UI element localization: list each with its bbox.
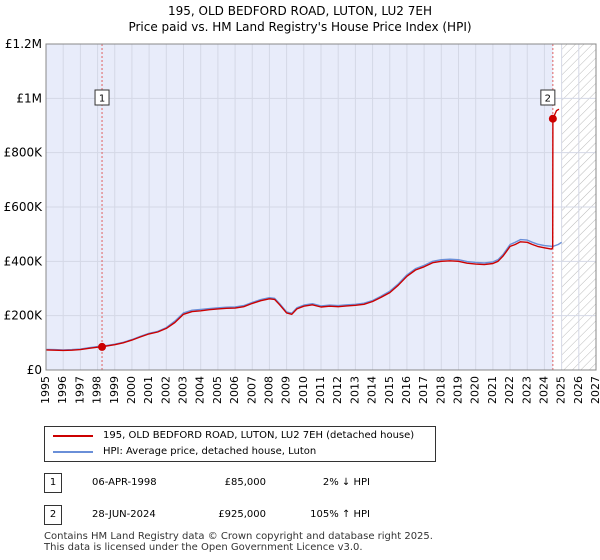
legend-label-hpi: HPI: Average price, detached house, Luto…	[103, 446, 317, 457]
x-tick-label: 2024	[537, 376, 550, 404]
x-tick-label: 2017	[417, 376, 430, 404]
x-tick-label: 2009	[280, 376, 293, 404]
sale-date: 28-JUN-2024	[92, 509, 156, 520]
legend: 195, OLD BEDFORD ROAD, LUTON, LU2 7EH (d…	[44, 426, 436, 462]
x-tick-label: 2027	[589, 376, 600, 404]
sale-hpi-change: 2% ↓ HPI	[322, 477, 370, 488]
chart-title-line2: Price paid vs. HM Land Registry's House …	[128, 20, 472, 34]
x-tick-label: 2000	[125, 376, 138, 404]
x-tick-label: 2005	[211, 376, 224, 404]
x-tick-label: 2015	[383, 376, 396, 404]
x-tick-label: 2013	[348, 376, 361, 404]
y-tick-label: £0	[27, 363, 42, 377]
y-tick-label: £1.2M	[5, 37, 42, 51]
y-tick-label: £200K	[4, 309, 44, 323]
sale-badge: 1	[44, 473, 62, 493]
sale-label-box	[94, 89, 110, 106]
x-tick-label: 1999	[108, 376, 121, 404]
series-line-property	[45, 108, 560, 352]
x-tick-label: 2012	[331, 376, 344, 404]
legend-label-property: 195, OLD BEDFORD ROAD, LUTON, LU2 7EH (d…	[103, 430, 415, 441]
legend-swatch-hpi	[53, 451, 93, 453]
sale-label-box	[540, 89, 556, 106]
sale-date: 06-APR-1998	[92, 477, 157, 488]
plot-border	[45, 43, 597, 371]
footer-licence: This data is licensed under the Open Gov…	[44, 542, 363, 553]
x-tick-label: 1998	[91, 376, 104, 404]
sale-hpi-change: 105% ↑ HPI	[310, 509, 370, 520]
x-tick-label: 2018	[434, 376, 447, 404]
x-tick-label: 2022	[503, 376, 516, 404]
x-tick-label: 1996	[56, 376, 69, 404]
sale-point	[98, 342, 107, 351]
x-tick-label: 2026	[572, 376, 585, 404]
sale-price: £85,000	[224, 477, 266, 488]
sale-point	[548, 114, 557, 123]
y-tick-label: £400K	[4, 254, 44, 268]
y-tick-label: £1M	[16, 91, 42, 105]
sale-label: 1	[99, 94, 105, 105]
x-tick-label: 2021	[486, 376, 499, 404]
x-tick-label: 2003	[177, 376, 190, 404]
x-tick-label: 2004	[194, 376, 207, 404]
sale-price: £925,000	[218, 509, 266, 520]
y-tick-label: £800K	[4, 146, 44, 160]
legend-swatch-property	[53, 435, 93, 437]
sale-badge: 2	[44, 505, 62, 525]
chart-title-line1: 195, OLD BEDFORD ROAD, LUTON, LU2 7EH	[168, 4, 432, 18]
price-chart: 1 2 £0 £200K £400K £600K £800K £1M £1.2M 1995 1996…	[4, 37, 600, 404]
x-tick-label: 1997	[73, 376, 86, 404]
footer-copyright: Contains HM Land Registry data © Crown c…	[44, 531, 433, 542]
x-tick-label: 2020	[469, 376, 482, 404]
x-tick-label: 2023	[520, 376, 533, 404]
y-tick-label: £600K	[4, 200, 44, 214]
x-tick-label: 2025	[555, 376, 568, 404]
x-tick-label: 2011	[314, 376, 327, 404]
sale-label: 2	[545, 94, 551, 105]
x-tick-label: 2002	[159, 376, 172, 404]
x-tick-label: 2014	[366, 376, 379, 404]
x-tick-label: 2006	[228, 376, 241, 404]
x-tick-label: 2007	[245, 376, 258, 404]
x-tick-label: 1995	[39, 376, 52, 404]
x-tick-label: 2010	[297, 376, 310, 404]
x-tick-label: 2019	[452, 376, 465, 404]
x-tick-label: 2008	[262, 376, 275, 404]
x-tick-label: 2001	[142, 376, 155, 404]
x-tick-label: 2016	[400, 376, 413, 404]
